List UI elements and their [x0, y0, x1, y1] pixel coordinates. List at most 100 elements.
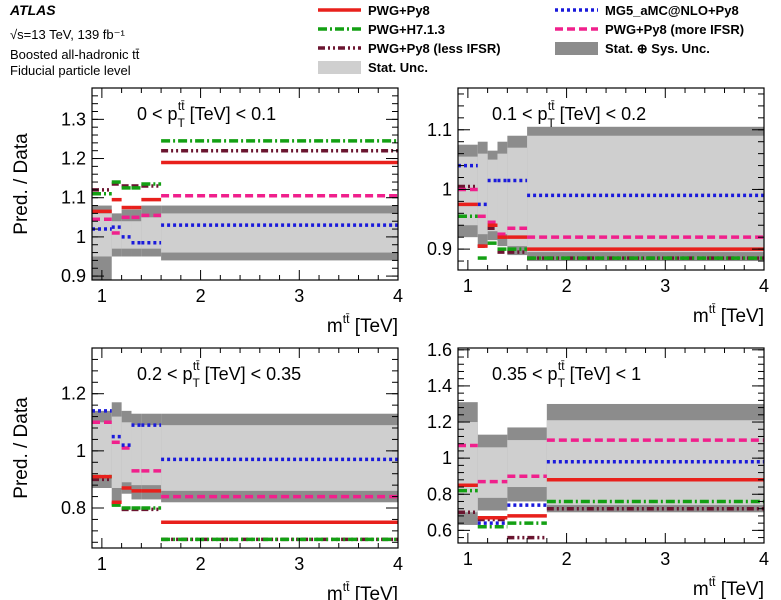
series-mg5-amc-nlo-py8: [92, 223, 398, 245]
x-tick-label: 4: [393, 286, 403, 306]
stat-band-bin: [161, 213, 398, 253]
x-tick-label: 3: [660, 549, 670, 569]
legend-entry-pwg-py8: PWG+Py8: [318, 3, 430, 18]
x-tick-label: 3: [294, 554, 304, 574]
y-tick-label: 1.2: [61, 384, 86, 404]
x-axis-label: mtt̄ [TeV]: [693, 302, 764, 327]
plot-frame: [91, 347, 399, 549]
stat-band-bin: [121, 221, 132, 249]
series-mg5-amc-nlo-py8: [92, 409, 398, 462]
chart-panel-4: 1 2 3 4 0.6 0.8 1 1.2 1.4 1.6 0.35 < pTtt̄ [TeV] <…: [427, 340, 769, 600]
x-tick-label: 3: [660, 276, 670, 296]
series-pwg-py8: [458, 202, 764, 251]
legend-label: Stat. Unc.: [368, 60, 428, 75]
x-tick-label: 1: [463, 549, 473, 569]
y-axis-label: Pred. / Data: [11, 397, 32, 499]
y-tick-label: 0.6: [427, 520, 452, 540]
legend-label: PWG+Py8: [368, 3, 430, 18]
series-pwg-py8-less-ifsr: [458, 506, 764, 540]
chart-panel-3: 1 2 3 4 0.8 1 1.2 0.2 < pTtt̄ [TeV] < 0.35 mtt̄ …: [11, 347, 403, 600]
series-pwg-py8: [92, 160, 398, 214]
x-tick-label: 3: [294, 286, 304, 306]
energy-lumi-label: √s=13 TeV, 139 fb⁻¹: [10, 27, 126, 42]
series-pwg-h7-1-3: [92, 139, 398, 196]
stat-band-bin: [487, 159, 498, 232]
x-axis-label: mtt̄ [TeV]: [327, 580, 398, 600]
y-tick-label: 1.1: [61, 188, 86, 208]
x-tick-label: 1: [97, 554, 107, 574]
y-tick-label: 0.8: [427, 484, 452, 504]
selection-label: Boosted all-hadronic tt̄: [10, 47, 140, 62]
experiment-title: ATLAS: [9, 2, 56, 18]
region-label: 0 < pTtt̄ [TeV] < 0.1: [137, 99, 276, 130]
stat-band-bin: [507, 147, 528, 247]
region-label: 0.35 < pTtt̄ [TeV] < 1: [492, 359, 641, 390]
y-tick-label: 1.3: [61, 109, 86, 129]
y-tick-label: 1: [76, 227, 86, 247]
legend: PWG+Py8 MG5_aMC@NLO+Py8 PWG+H7.1.3 PWG+Py8 …: [318, 3, 744, 75]
x-tick-label: 2: [196, 286, 206, 306]
series-mg5-amc-nlo-py8: [458, 460, 764, 525]
series-mg5-amc-nlo-py8: [458, 163, 764, 207]
series-pwg-h7-1-3: [458, 214, 764, 260]
legend-label: MG5_aMC@NLO+Py8: [605, 3, 739, 18]
legend-entry-pwg-h7-1-3: PWG+H7.1.3: [318, 22, 445, 37]
y-tick-label: 1.4: [427, 376, 452, 396]
region-label: 0.1 < pTtt̄ [TeV] < 0.2: [492, 99, 646, 130]
legend-entry-stat-sys-unc: Stat. ⊕ Sys. Unc.: [555, 41, 710, 56]
x-tick-label: 2: [562, 549, 572, 569]
legend-swatch: [318, 61, 361, 74]
legend-label: PWG+H7.1.3: [368, 22, 445, 37]
legend-label: Stat. ⊕ Sys. Unc.: [605, 41, 710, 56]
series-pwg-h7-1-3: [458, 488, 764, 529]
stat-band-bin: [111, 221, 122, 249]
plot-frame: [457, 87, 765, 271]
stat-band-bin: [161, 425, 398, 491]
x-tick-label: 4: [759, 276, 769, 296]
x-tick-label: 4: [393, 554, 403, 574]
y-tick-label: 1: [442, 179, 452, 199]
chart-panels: 1 2 3 4 0.9 1 1.1 1.2 1.3 0 < pTtt̄ [TeV] < 0.1 mt…: [11, 87, 769, 600]
stat-band-bin: [92, 213, 112, 257]
series-pwg-py8-less-ifsr: [92, 148, 398, 192]
y-tick-label: 0.9: [61, 266, 86, 286]
x-tick-label: 1: [463, 276, 473, 296]
plot-frame: [91, 87, 399, 281]
legend-entry-mg5-amc-nlo-py8: MG5_aMC@NLO+Py8: [555, 3, 739, 18]
stat-band-bin: [477, 447, 508, 498]
region-label: 0.2 < pTtt̄ [TeV] < 0.35: [137, 359, 301, 390]
y-tick-label: 1.2: [61, 149, 86, 169]
legend-label: PWG+Py8 (less IFSR): [368, 41, 501, 56]
series-pwg-py8-more-ifsr: [458, 438, 764, 484]
stat-band-bin: [121, 422, 132, 483]
stat-band-bin: [458, 422, 478, 513]
y-tick-label: 1.2: [427, 412, 452, 432]
plot-area: [458, 402, 764, 540]
y-tick-label: 0.8: [61, 498, 86, 518]
stat-band-bin: [507, 440, 547, 488]
x-tick-label: 1: [97, 286, 107, 306]
series-pwg-py8: [458, 478, 764, 520]
legend-label: PWG+Py8 (more IFSR): [605, 22, 744, 37]
stat-band-bin: [141, 217, 162, 249]
stat-band-bin: [477, 153, 488, 235]
stat-band-bin: [527, 135, 764, 253]
x-tick-label: 4: [759, 549, 769, 569]
header: ATLAS √s=13 TeV, 139 fb⁻¹ Boosted all-ha…: [9, 2, 140, 78]
series-pwg-py8-more-ifsr: [92, 194, 398, 235]
plot-area: [458, 126, 764, 262]
x-axis-label: mtt̄ [TeV]: [693, 575, 764, 600]
stat-band-bin: [131, 425, 142, 486]
series-pwg-py8-more-ifsr: [92, 420, 398, 499]
y-tick-label: 1: [442, 448, 452, 468]
stat-band-bin: [131, 221, 142, 249]
plot-area: [92, 139, 398, 280]
x-tick-label: 2: [562, 276, 572, 296]
series-pwg-py8: [92, 474, 398, 525]
y-tick-label: 1.6: [427, 340, 452, 360]
stat-band-bin: [497, 153, 508, 235]
plot-area: [92, 402, 398, 542]
plot-frame: [457, 347, 765, 544]
stat-band-bin: [458, 156, 478, 226]
